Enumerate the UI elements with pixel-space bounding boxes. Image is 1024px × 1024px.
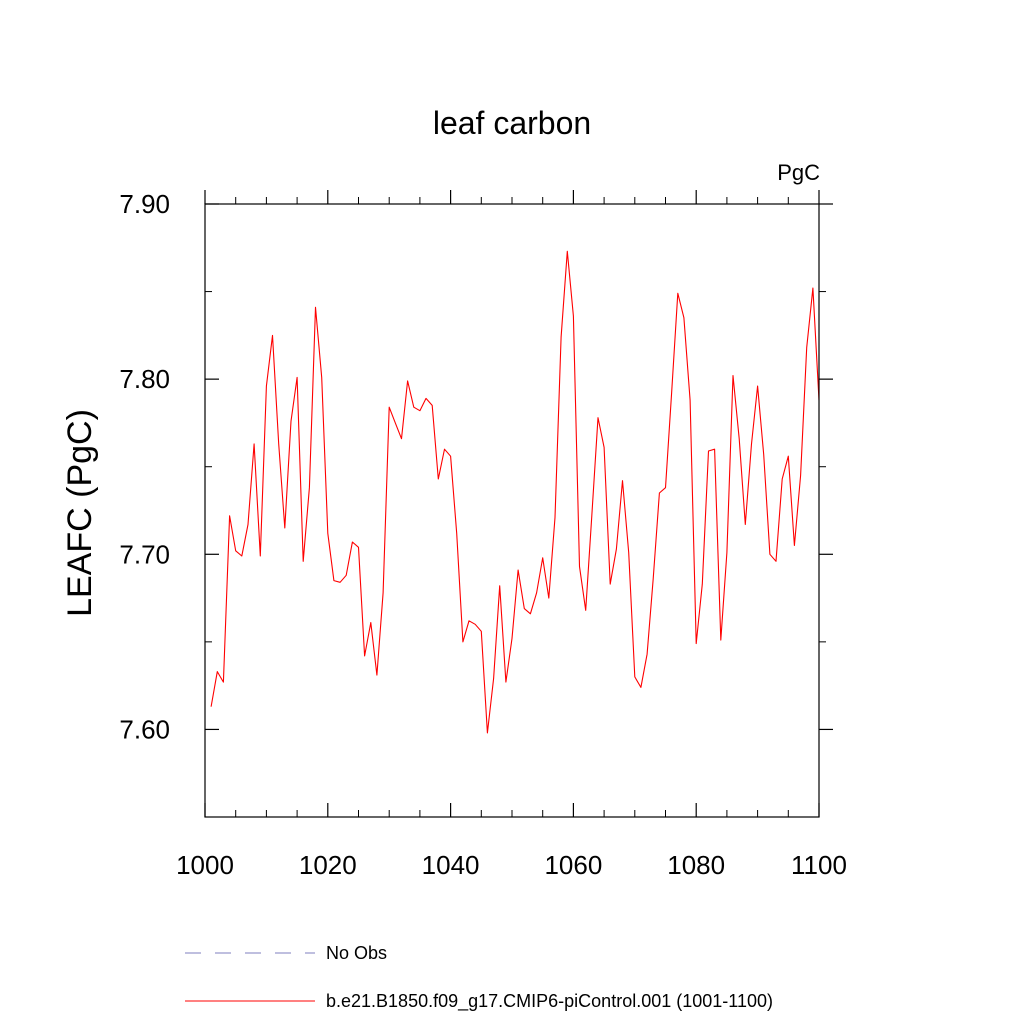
series-line-0	[210, 250, 820, 734]
y-tick-label: 7.60	[119, 714, 170, 744]
y-tick-label: 7.80	[119, 364, 170, 394]
y-tick-label: 7.90	[119, 189, 170, 219]
x-tick-label: 1000	[176, 850, 234, 880]
x-tick-label: 1040	[422, 850, 480, 880]
x-tick-label: 1100	[791, 850, 847, 880]
units-label: PgC	[777, 160, 820, 185]
chart-title: leaf carbon	[433, 105, 591, 141]
x-tick-label: 1060	[544, 850, 602, 880]
tick-labels: 1000 1020 1040 1060 1080 1100 7.60 7.70 7.80 7.90	[119, 189, 847, 880]
x-tick-label: 1020	[299, 850, 357, 880]
y-tick-label: 7.70	[119, 539, 170, 569]
plot-frame	[204, 203, 820, 818]
legend-label-control-run: b.e21.B1850.f09_g17.CMIP6-piControl.001 …	[326, 991, 773, 1012]
x-tick-label: 1080	[667, 850, 725, 880]
series-layer	[210, 250, 820, 734]
axis-ticks	[204, 190, 833, 817]
y-axis-label: LEAFC (PgC)	[61, 409, 99, 617]
legend-label-no-obs: No Obs	[326, 943, 387, 963]
legend: No Obs b.e21.B1850.f09_g17.CMIP6-piContr…	[185, 943, 773, 1012]
